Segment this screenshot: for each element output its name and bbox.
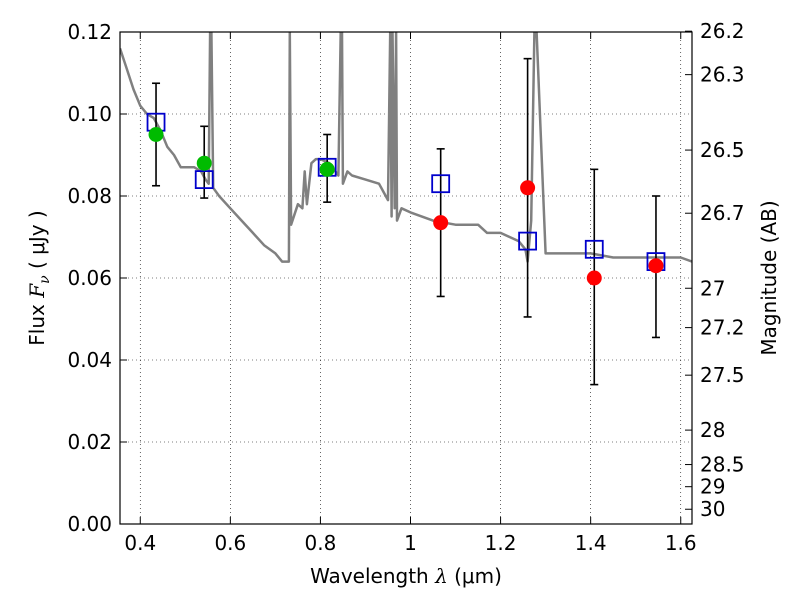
magnitude-tick-label: 27.2 <box>700 316 745 340</box>
model-photometry-square <box>518 231 538 251</box>
x-tick-label: 1.6 <box>665 531 697 555</box>
optical-photometry-point <box>319 161 335 177</box>
x-tick-label: 0.6 <box>214 531 246 555</box>
x-tick-label: 1.2 <box>485 531 517 555</box>
x-axis-label-symbol: λ <box>434 564 448 588</box>
magnitude-tick-label: 29 <box>700 475 725 499</box>
x-tick-label: 1.4 <box>575 531 607 555</box>
model-photometry-square <box>584 239 604 259</box>
magnitude-tick-label: 26.5 <box>700 138 745 162</box>
magnitude-tick-label: 26.2 <box>700 19 745 43</box>
y-tick-label: 0.10 <box>67 102 112 126</box>
model-photometry-square <box>431 174 451 194</box>
x-tick-label: 0.4 <box>124 531 156 555</box>
plot-area <box>120 32 692 386</box>
y-tick-label: 0.06 <box>67 266 112 290</box>
y-axis-label-symbol: F <box>25 283 49 299</box>
x-axis-label-unit: (μm) <box>448 564 502 588</box>
model-photometry-square <box>194 170 214 190</box>
x-axis-label-prefix: Wavelength <box>310 564 435 588</box>
magnitude-tick-label: 28 <box>700 418 725 442</box>
x-tick-label: 0.8 <box>305 531 337 555</box>
magnitude-tick-label: 27 <box>700 276 725 300</box>
y-axis-label-prefix: Flux <box>25 298 49 346</box>
y-axis-label-subscript: ν <box>37 275 53 284</box>
optical-photometry-point <box>148 127 164 142</box>
nir-photometry-point <box>648 258 664 274</box>
y-tick-label: 0.00 <box>67 512 112 536</box>
x-tick-label: 1 <box>404 531 417 555</box>
y-axis: 0.00 0.02 0.04 0.06 0.08 0.10 0.12 <box>67 20 127 536</box>
y-tick-label: 0.04 <box>67 348 112 372</box>
nir-photometry-point <box>433 215 449 231</box>
magnitude-tick-label: 26.7 <box>700 201 745 225</box>
nir-photometry-point <box>520 180 536 196</box>
magnitude-tick-label: 30 <box>700 497 725 521</box>
y-tick-label: 0.12 <box>67 20 112 44</box>
y-axis-label-unit: ( μJy ) <box>25 210 49 275</box>
y-tick-label: 0.08 <box>67 184 112 208</box>
magnitude-tick-label: 27.5 <box>700 363 745 387</box>
y-axis-label: Flux Fν ( μJy ) <box>25 210 53 345</box>
magnitude-axis-label: Magnitude (AB) <box>757 200 781 355</box>
magnitude-tick-label: 28.5 <box>700 453 745 477</box>
magnitude-tick-label: 26.3 <box>700 63 745 87</box>
x-axis: 0.4 0.6 0.8 1 1.2 1.4 1.6 <box>124 32 697 555</box>
nir-photometry-point <box>586 270 602 286</box>
y-tick-label: 0.02 <box>67 430 112 454</box>
x-axis-label: Wavelength λ (μm) <box>310 564 502 588</box>
optical-photometry-point <box>196 155 212 171</box>
